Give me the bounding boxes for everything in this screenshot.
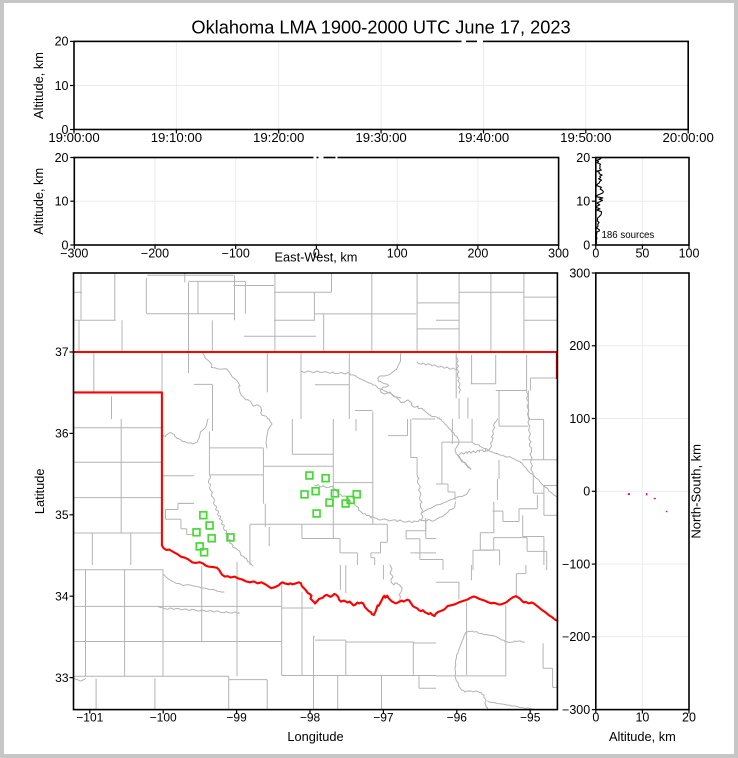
svg-text:20:00:00: 20:00:00 bbox=[663, 130, 714, 145]
svg-text:10: 10 bbox=[576, 195, 590, 209]
svg-text:300: 300 bbox=[569, 266, 590, 280]
svg-text:Longitude: Longitude bbox=[287, 729, 343, 744]
svg-text:−96: −96 bbox=[447, 711, 468, 725]
svg-text:10: 10 bbox=[635, 711, 649, 725]
svg-text:Altitude, km: Altitude, km bbox=[31, 52, 46, 119]
svg-text:Latitude: Latitude bbox=[32, 469, 47, 515]
svg-text:200: 200 bbox=[467, 247, 488, 261]
svg-text:0: 0 bbox=[62, 238, 69, 252]
svg-text:0: 0 bbox=[62, 123, 69, 137]
svg-text:−98: −98 bbox=[300, 711, 321, 725]
svg-text:−200: −200 bbox=[562, 630, 590, 644]
svg-text:−99: −99 bbox=[226, 711, 247, 725]
svg-text:100: 100 bbox=[679, 247, 700, 261]
svg-text:100: 100 bbox=[387, 247, 408, 261]
svg-text:−95: −95 bbox=[520, 711, 541, 725]
svg-text:19:50:00: 19:50:00 bbox=[560, 130, 611, 145]
svg-text:−100: −100 bbox=[150, 711, 177, 725]
svg-text:Altitude, km: Altitude, km bbox=[31, 168, 46, 235]
svg-text:20: 20 bbox=[55, 151, 69, 165]
svg-text:19:20:00: 19:20:00 bbox=[253, 130, 304, 145]
svg-text:0: 0 bbox=[313, 247, 320, 261]
svg-text:−300: −300 bbox=[60, 247, 88, 261]
svg-text:−101: −101 bbox=[76, 711, 103, 725]
svg-text:Oklahoma LMA 1900-2000 UTC Jun: Oklahoma LMA 1900-2000 UTC June 17, 2023 bbox=[191, 18, 570, 38]
svg-text:20: 20 bbox=[55, 35, 69, 49]
svg-text:East-West, km: East-West, km bbox=[275, 250, 358, 265]
svg-text:0: 0 bbox=[592, 247, 599, 261]
svg-text:20: 20 bbox=[576, 151, 590, 165]
svg-text:−300: −300 bbox=[562, 703, 590, 717]
svg-text:50: 50 bbox=[635, 247, 649, 261]
svg-text:North-South, km: North-South, km bbox=[689, 444, 704, 539]
svg-text:300: 300 bbox=[548, 247, 569, 261]
svg-text:19:40:00: 19:40:00 bbox=[458, 130, 509, 145]
svg-text:200: 200 bbox=[569, 339, 590, 353]
svg-text:100: 100 bbox=[569, 412, 590, 426]
svg-text:0: 0 bbox=[583, 238, 590, 252]
svg-text:10: 10 bbox=[55, 79, 69, 93]
svg-text:186 sources: 186 sources bbox=[602, 230, 655, 241]
svg-text:−200: −200 bbox=[141, 247, 169, 261]
svg-text:19:10:00: 19:10:00 bbox=[151, 130, 202, 145]
svg-text:20: 20 bbox=[682, 711, 696, 725]
svg-text:−97: −97 bbox=[373, 711, 394, 725]
svg-text:36: 36 bbox=[55, 427, 69, 441]
svg-text:19:30:00: 19:30:00 bbox=[355, 130, 406, 145]
svg-text:34: 34 bbox=[55, 589, 69, 603]
svg-text:0: 0 bbox=[592, 711, 599, 725]
svg-text:37: 37 bbox=[55, 345, 69, 359]
svg-text:0: 0 bbox=[583, 485, 590, 499]
svg-text:10: 10 bbox=[55, 195, 69, 209]
svg-text:19:00:00: 19:00:00 bbox=[48, 130, 99, 145]
svg-text:33: 33 bbox=[55, 671, 69, 685]
svg-text:−100: −100 bbox=[222, 247, 250, 261]
svg-text:35: 35 bbox=[55, 508, 69, 522]
svg-text:−100: −100 bbox=[562, 557, 590, 571]
svg-text:Altitude, km: Altitude, km bbox=[609, 729, 676, 744]
